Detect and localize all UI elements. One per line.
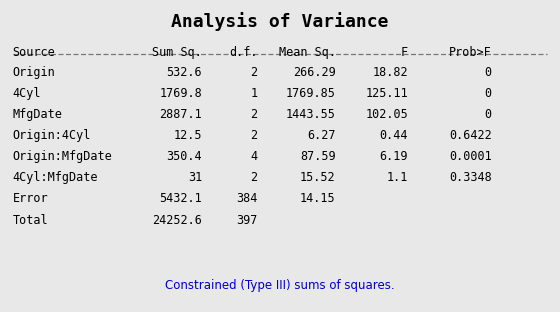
Text: 266.29: 266.29 [293,66,336,79]
Text: 2: 2 [250,129,258,142]
Text: 4Cyl:MfgDate: 4Cyl:MfgDate [12,172,98,184]
Text: 12.5: 12.5 [174,129,202,142]
Text: 0.0001: 0.0001 [449,150,492,163]
Text: 397: 397 [236,213,258,227]
Text: Sum Sq.: Sum Sq. [152,46,202,59]
Text: Total: Total [12,213,48,227]
Text: 125.11: 125.11 [366,87,408,100]
Text: Origin:MfgDate: Origin:MfgDate [12,150,113,163]
Text: 24252.6: 24252.6 [152,213,202,227]
Text: 1769.8: 1769.8 [159,87,202,100]
Text: 14.15: 14.15 [300,193,336,206]
Text: Origin:4Cyl: Origin:4Cyl [12,129,91,142]
Text: MfgDate: MfgDate [12,108,62,121]
Text: 18.82: 18.82 [372,66,408,79]
Text: 384: 384 [236,193,258,206]
Text: 0.3348: 0.3348 [449,172,492,184]
Text: 31: 31 [188,172,202,184]
Text: Prob>F: Prob>F [449,46,492,59]
Text: 0: 0 [484,108,492,121]
Text: 4: 4 [250,150,258,163]
Text: 532.6: 532.6 [166,66,202,79]
Text: 87.59: 87.59 [300,150,336,163]
Text: Mean Sq.: Mean Sq. [279,46,336,59]
Text: 2: 2 [250,66,258,79]
Text: 1: 1 [250,87,258,100]
Text: 15.52: 15.52 [300,172,336,184]
Text: 2: 2 [250,108,258,121]
Text: Source: Source [12,46,55,59]
Text: 0: 0 [484,66,492,79]
Text: 2887.1: 2887.1 [159,108,202,121]
Text: 2: 2 [250,172,258,184]
Text: 5432.1: 5432.1 [159,193,202,206]
Text: 1.1: 1.1 [387,172,408,184]
Text: Analysis of Variance: Analysis of Variance [171,12,389,31]
Text: 0: 0 [484,87,492,100]
Text: 4Cyl: 4Cyl [12,87,41,100]
Text: 350.4: 350.4 [166,150,202,163]
Text: 6.19: 6.19 [380,150,408,163]
Text: 6.27: 6.27 [307,129,336,142]
Text: Error: Error [12,193,48,206]
Text: Constrained (Type III) sums of squares.: Constrained (Type III) sums of squares. [165,279,395,292]
Text: 102.05: 102.05 [366,108,408,121]
Text: d.f.: d.f. [229,46,258,59]
Text: 0.44: 0.44 [380,129,408,142]
Text: 0.6422: 0.6422 [449,129,492,142]
Text: F: F [401,46,408,59]
Text: 1443.55: 1443.55 [286,108,336,121]
Text: Origin: Origin [12,66,55,79]
Text: 1769.85: 1769.85 [286,87,336,100]
